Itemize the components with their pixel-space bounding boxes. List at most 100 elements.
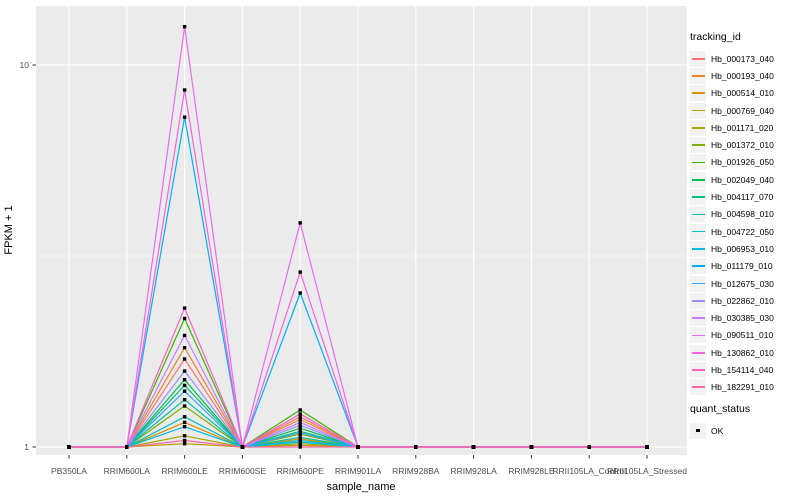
legend-key: [690, 379, 706, 396]
x-tick-label: RRIM600LE: [161, 466, 208, 476]
series-color-line-icon: [691, 57, 705, 60]
legend-item-label: Hb_004598_010: [711, 209, 774, 220]
tracking-id-legend-title: tracking_id: [690, 31, 741, 43]
series-color-line-icon: [691, 75, 705, 77]
y-tick-label: 10: [19, 60, 29, 70]
legend-item: Hb_002049_040: [690, 171, 798, 188]
legend-item: Hb_000173_040: [690, 50, 798, 67]
legend-item: Hb_022862_010: [690, 292, 798, 309]
legend-key: [690, 258, 706, 275]
tracking-id-legend-rows: Hb_000173_040 Hb_000193_040 Hb_000514_010 H…: [690, 50, 798, 396]
legend-item: Hb_090511_010: [690, 327, 798, 344]
legend-key: [690, 67, 706, 84]
panel-background: [36, 6, 687, 455]
legend-item-label: Hb_182291_010: [711, 382, 774, 393]
series-color-line-icon: [691, 144, 705, 146]
series-color-line-icon: [691, 109, 705, 112]
legend-item-label: Hb_001372_010: [711, 140, 774, 151]
series-color-line-icon: [691, 299, 705, 302]
series-color-line-icon: [691, 127, 705, 129]
x-tick-label: RRIM901LA: [334, 466, 382, 476]
legend-item: Hb_001926_050: [690, 154, 798, 171]
legend-key: [690, 310, 706, 327]
legend-item: Hb_006953_010: [690, 240, 798, 257]
legend-item-label: Hb_001926_050: [711, 157, 774, 168]
legend-item: Hb_001372_010: [690, 136, 798, 154]
quant-status-key: [690, 422, 706, 439]
legend-item: Hb_004117_070: [690, 188, 798, 206]
legend-item: Hb_000769_040: [690, 102, 798, 119]
legend-item-label: Hb_130862_010: [711, 347, 774, 358]
legend-item-label: Hb_006953_010: [711, 243, 774, 254]
x-tick-label: RRIM600LA: [103, 466, 150, 476]
quant-status-legend: quant_status OK: [690, 403, 798, 439]
legend-key: [690, 102, 706, 119]
series-color-line-icon: [691, 369, 705, 371]
legend-item-label: Hb_000514_010: [711, 88, 774, 99]
series-color-line-icon: [691, 196, 705, 198]
legend-key: [690, 292, 706, 309]
y-axis-title: FPKM + 1: [3, 205, 15, 255]
legend-item: Hb_004598_010: [690, 206, 798, 223]
legend-key: [690, 119, 706, 136]
legend-item-label: Hb_011179_010: [711, 261, 773, 272]
quant-status-legend-title: quant_status: [690, 403, 751, 415]
legend-key: [690, 137, 706, 154]
series-color-line-icon: [691, 92, 705, 95]
legend-item: Hb_154114_040: [690, 361, 798, 378]
series-color-line-icon: [691, 317, 705, 319]
legend-item-label: Hb_022862_010: [711, 295, 774, 306]
tracking-id-legend: tracking_id Hb_000173_040 Hb_000193_040 Hb…: [690, 31, 798, 396]
series-color-line-icon: [691, 386, 705, 389]
x-tick-label: RRIM928LE: [508, 466, 555, 476]
legend-item-label: Hb_000193_040: [711, 70, 774, 81]
series-color-line-icon: [691, 351, 705, 354]
legend-item: Hb_030385_030: [690, 309, 798, 327]
black-square-marker-icon: [696, 428, 700, 433]
legend-item-label: Hb_004722_050: [711, 226, 774, 237]
legend-item: Hb_182291_010: [690, 379, 798, 396]
legend-key: [690, 327, 706, 344]
x-tick-label: RRII105LA_Control: [552, 466, 627, 476]
legend-item: Hb_001171_020: [690, 119, 798, 136]
legend-item-label: Hb_000769_040: [711, 105, 774, 116]
legend-item-ok: OK: [690, 422, 798, 439]
legend-key: [690, 154, 706, 171]
legend-key: [690, 275, 706, 292]
series-color-line-icon: [691, 161, 705, 164]
legend-item: Hb_004722_050: [690, 223, 798, 240]
legend-key: [690, 171, 706, 188]
series-color-line-icon: [691, 213, 705, 216]
legend-key: [690, 344, 706, 361]
x-tick-label: RRIM928BA: [392, 466, 440, 476]
legend-key: [690, 206, 706, 223]
series-color-line-icon: [691, 282, 705, 285]
series-color-line-icon: [691, 334, 705, 337]
x-tick-label: RRIM600SE: [218, 466, 267, 476]
y-tick-label: 1: [24, 442, 29, 452]
legend-key: [690, 240, 706, 257]
legend-item: Hb_000193_040: [690, 67, 798, 84]
legend-item: Hb_012675_030: [690, 275, 798, 292]
legend-item-label: Hb_090511_010: [711, 330, 774, 341]
legend-item-label: Hb_000173_040: [711, 53, 774, 64]
legend-key: [690, 223, 706, 240]
legend-item: Hb_011179_010: [690, 258, 798, 275]
legend-item: Hb_130862_010: [690, 344, 798, 361]
data-point-markers: [67, 25, 649, 449]
legend-item-label: Hb_001171_020: [711, 122, 774, 133]
legend-item-label: Hb_030385_030: [711, 313, 774, 324]
legend-key: [690, 361, 706, 378]
legend-key: [690, 85, 706, 102]
legend-item-label: Hb_154114_040: [711, 364, 774, 375]
series-color-line-icon: [691, 230, 705, 233]
series-color-line-icon: [691, 248, 705, 250]
x-tick-label: PB350LA: [51, 466, 87, 476]
legend-item-label: Hb_002049_040: [711, 174, 774, 185]
x-axis-title: sample_name: [326, 481, 396, 493]
x-tick-label: RRIM600PE: [276, 466, 324, 476]
x-tick-label: RRIM928LA: [450, 466, 497, 476]
series-color-line-icon: [691, 178, 705, 181]
